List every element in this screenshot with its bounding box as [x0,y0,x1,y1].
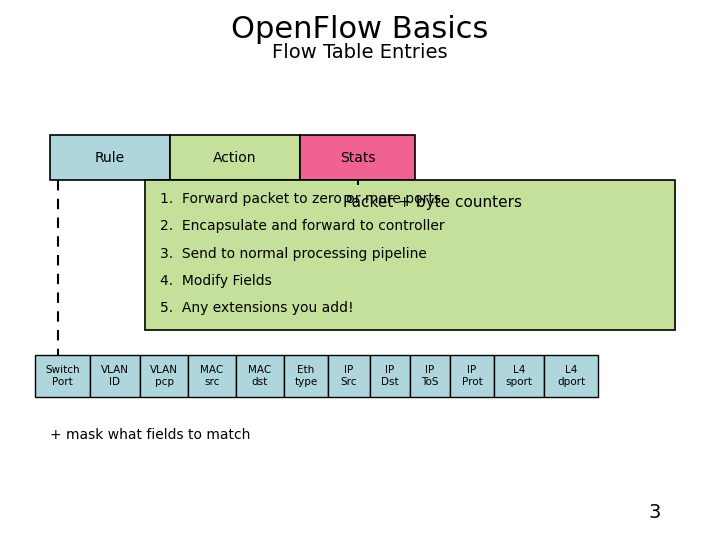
FancyBboxPatch shape [305,185,560,220]
FancyBboxPatch shape [370,355,410,397]
Text: Action: Action [213,151,257,165]
Text: + mask what fields to match: + mask what fields to match [50,428,251,442]
FancyBboxPatch shape [284,355,328,397]
Text: L4
sport: L4 sport [505,365,533,387]
Text: Rule: Rule [95,151,125,165]
FancyBboxPatch shape [188,355,236,397]
Text: VLAN
ID: VLAN ID [101,365,129,387]
Text: 5.  Any extensions you add!: 5. Any extensions you add! [160,301,354,315]
Text: 3.  Send to normal processing pipeline: 3. Send to normal processing pipeline [160,247,427,261]
FancyBboxPatch shape [50,135,170,180]
Text: IP
Prot: IP Prot [462,365,482,387]
FancyBboxPatch shape [140,355,188,397]
Text: 3: 3 [649,503,661,522]
Text: L4
dport: L4 dport [557,365,585,387]
Text: Stats: Stats [340,151,375,165]
FancyBboxPatch shape [145,180,675,330]
Text: 4.  Modify Fields: 4. Modify Fields [160,274,271,288]
FancyBboxPatch shape [300,135,415,180]
Text: 2.  Encapsulate and forward to controller: 2. Encapsulate and forward to controller [160,219,445,233]
FancyBboxPatch shape [450,355,494,397]
FancyBboxPatch shape [494,355,544,397]
Text: OpenFlow Basics: OpenFlow Basics [231,16,489,44]
Text: IP
Src: IP Src [341,365,357,387]
Text: IP
Dst: IP Dst [381,365,399,387]
Text: IP
ToS: IP ToS [421,365,438,387]
FancyBboxPatch shape [35,355,90,397]
FancyBboxPatch shape [544,355,598,397]
Text: Flow Table Entries: Flow Table Entries [272,44,448,63]
Text: MAC
dst: MAC dst [248,365,271,387]
Text: Packet + byte counters: Packet + byte counters [343,195,522,210]
FancyBboxPatch shape [328,355,370,397]
FancyBboxPatch shape [410,355,450,397]
Text: MAC
src: MAC src [200,365,224,387]
FancyBboxPatch shape [170,135,300,180]
Text: 1.  Forward packet to zero or more ports: 1. Forward packet to zero or more ports [160,192,441,206]
FancyBboxPatch shape [90,355,140,397]
Text: Switch
Port: Switch Port [45,365,80,387]
Text: VLAN
pcp: VLAN pcp [150,365,178,387]
Text: Eth
type: Eth type [294,365,318,387]
FancyBboxPatch shape [236,355,284,397]
